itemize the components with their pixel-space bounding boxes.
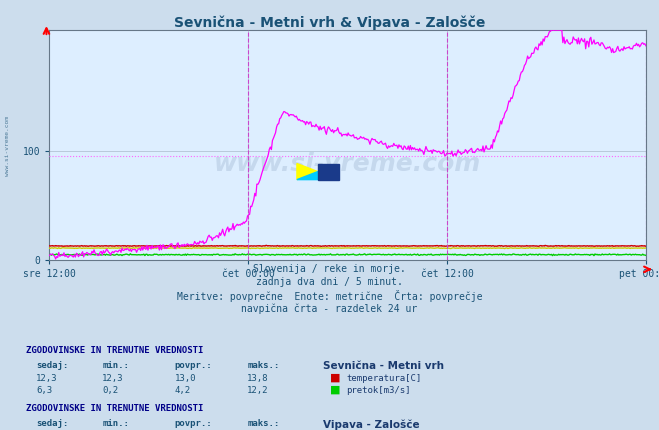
Text: maks.:: maks.: xyxy=(247,361,279,370)
Text: pretok[m3/s]: pretok[m3/s] xyxy=(346,386,411,395)
Text: povpr.:: povpr.: xyxy=(175,419,212,428)
Text: 12,3: 12,3 xyxy=(36,374,58,383)
Text: Sevnična - Metni vrh & Vipava - Zalošče: Sevnična - Metni vrh & Vipava - Zalošče xyxy=(174,15,485,30)
Text: min.:: min.: xyxy=(102,419,129,428)
Text: ■: ■ xyxy=(330,373,340,383)
Text: ■: ■ xyxy=(330,385,340,395)
Text: 12,2: 12,2 xyxy=(247,386,269,395)
Text: min.:: min.: xyxy=(102,361,129,370)
Text: Sevnična - Metni vrh: Sevnična - Metni vrh xyxy=(323,361,444,371)
Text: 6,3: 6,3 xyxy=(36,386,52,395)
Text: 12,3: 12,3 xyxy=(102,374,124,383)
Text: povpr.:: povpr.: xyxy=(175,361,212,370)
Text: sedaj:: sedaj: xyxy=(36,419,69,428)
Text: maks.:: maks.: xyxy=(247,419,279,428)
Text: navpična črta - razdelek 24 ur: navpična črta - razdelek 24 ur xyxy=(241,303,418,313)
Text: temperatura[C]: temperatura[C] xyxy=(346,374,421,383)
Text: 4,2: 4,2 xyxy=(175,386,190,395)
Text: www.si-vreme.com: www.si-vreme.com xyxy=(214,151,481,175)
Text: www.si-vreme.com: www.si-vreme.com xyxy=(5,116,11,176)
Text: 13,8: 13,8 xyxy=(247,374,269,383)
Text: Vipava - Zalošče: Vipava - Zalošče xyxy=(323,419,420,430)
Text: sedaj:: sedaj: xyxy=(36,361,69,370)
Text: 13,0: 13,0 xyxy=(175,374,196,383)
Text: ZGODOVINSKE IN TRENUTNE VREDNOSTI: ZGODOVINSKE IN TRENUTNE VREDNOSTI xyxy=(26,346,204,355)
Polygon shape xyxy=(297,172,318,180)
Text: Slovenija / reke in morje.: Slovenija / reke in morje. xyxy=(253,264,406,274)
Text: 0,2: 0,2 xyxy=(102,386,118,395)
Text: Meritve: povprečne  Enote: metrične  Črta: povprečje: Meritve: povprečne Enote: metrične Črta:… xyxy=(177,290,482,302)
Polygon shape xyxy=(318,163,339,180)
Text: ZGODOVINSKE IN TRENUTNE VREDNOSTI: ZGODOVINSKE IN TRENUTNE VREDNOSTI xyxy=(26,404,204,413)
Polygon shape xyxy=(297,163,318,180)
Text: zadnja dva dni / 5 minut.: zadnja dva dni / 5 minut. xyxy=(256,277,403,287)
